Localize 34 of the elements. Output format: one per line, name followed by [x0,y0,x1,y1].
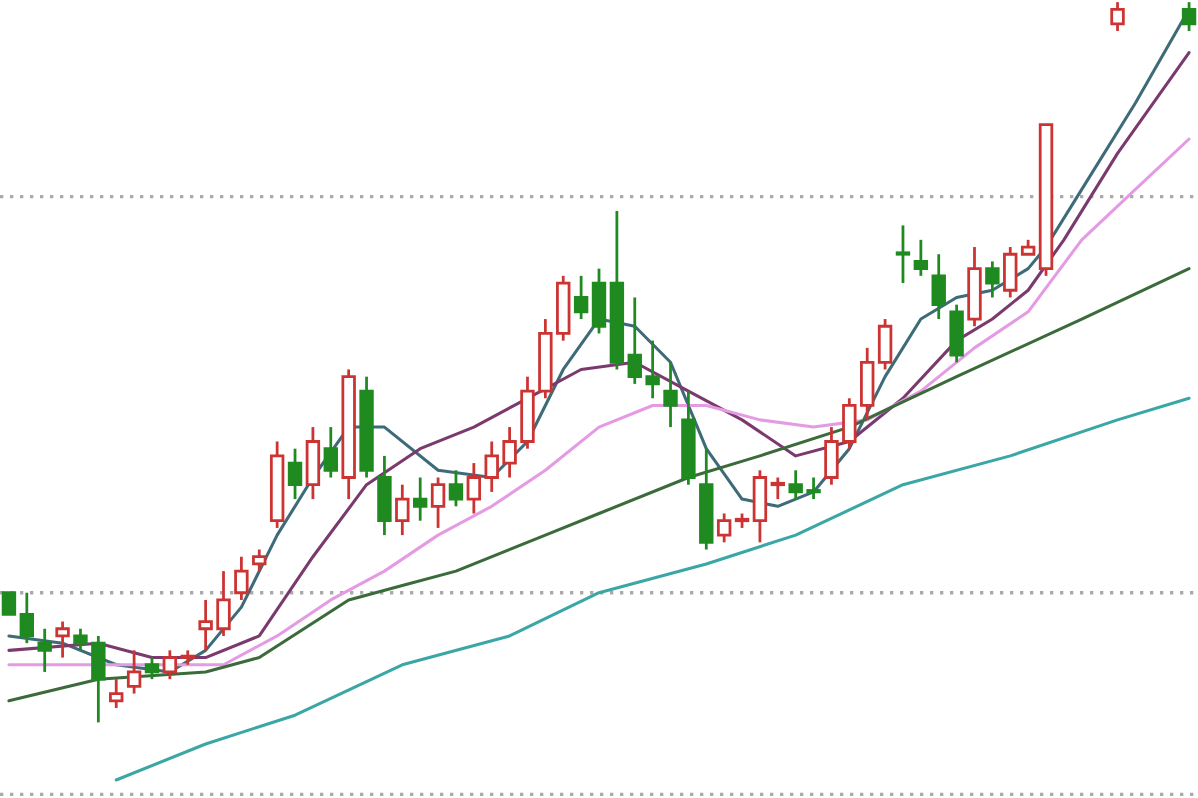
candlestick [573,274,589,321]
candlestick [877,317,893,371]
candlestick [770,476,786,501]
candlestick [287,447,303,501]
candlestick [913,238,929,278]
candlestick [19,591,35,645]
candlestick [1110,0,1125,33]
candlestick [716,512,732,544]
candlestick [412,476,428,523]
candlestick [591,267,607,335]
candlestick [109,677,124,710]
candlestick [323,425,338,479]
candlestick [252,548,267,573]
candlestick [37,627,52,674]
candlestick [377,454,392,537]
candlestick [663,360,678,429]
candlestick [1181,0,1197,33]
candlestick [430,476,446,530]
candlestick [985,260,1000,299]
candlestick [466,461,482,515]
candlestick [126,648,142,695]
candlestick [931,252,946,321]
candlestick [55,620,70,659]
candlestick [1,591,17,616]
candlestick [305,425,321,501]
candlestick [752,468,768,544]
candlestick [234,555,249,602]
candlestick [949,303,964,364]
candlestick [162,648,178,681]
candlestick [448,468,464,508]
candlestick [1003,245,1018,299]
candlestick [895,224,911,285]
candlestick [144,656,160,681]
candlestick [395,483,410,537]
